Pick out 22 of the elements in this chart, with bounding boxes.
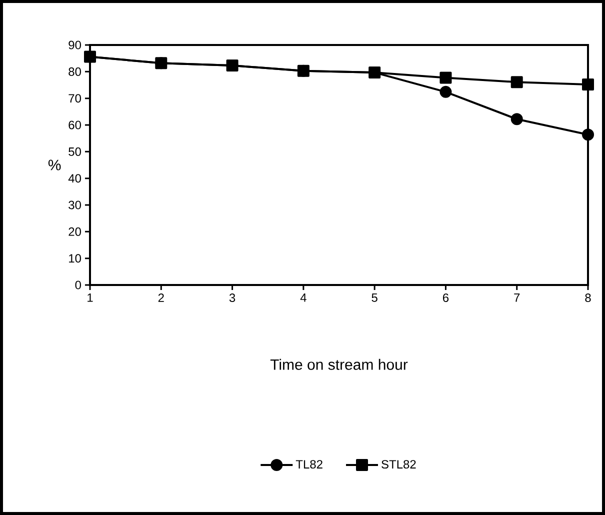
y-tick-label: 50 <box>68 147 82 156</box>
x-tick-label: 6 <box>442 294 449 302</box>
y-tick-label: 10 <box>69 254 82 263</box>
x-tick-label: 7 <box>514 294 520 302</box>
legend-label: TL82 <box>296 460 322 469</box>
y-tick-label: 60 <box>68 120 82 130</box>
x-tick-label: 1 <box>88 294 93 302</box>
y-tick-label: 80 <box>68 67 82 76</box>
x-tick-label: 3 <box>229 294 236 302</box>
y-tick-label: 70 <box>68 94 82 103</box>
x-tick-label: 2 <box>158 294 164 302</box>
y-tick-label: 40 <box>68 174 82 183</box>
y-axis-title: % <box>48 160 61 170</box>
legend-label: STL82 <box>382 460 416 469</box>
y-tick-label: 30 <box>68 200 82 210</box>
x-tick-label: 8 <box>585 294 591 302</box>
x-tick-label: 4 <box>300 294 306 302</box>
y-tick-label: 20 <box>68 227 82 236</box>
x-axis-title: Time on stream hour <box>270 358 408 370</box>
y-tick-label: 0 <box>75 280 82 290</box>
y-tick-label: 90 <box>68 40 82 50</box>
x-tick-label: 5 <box>372 294 378 302</box>
